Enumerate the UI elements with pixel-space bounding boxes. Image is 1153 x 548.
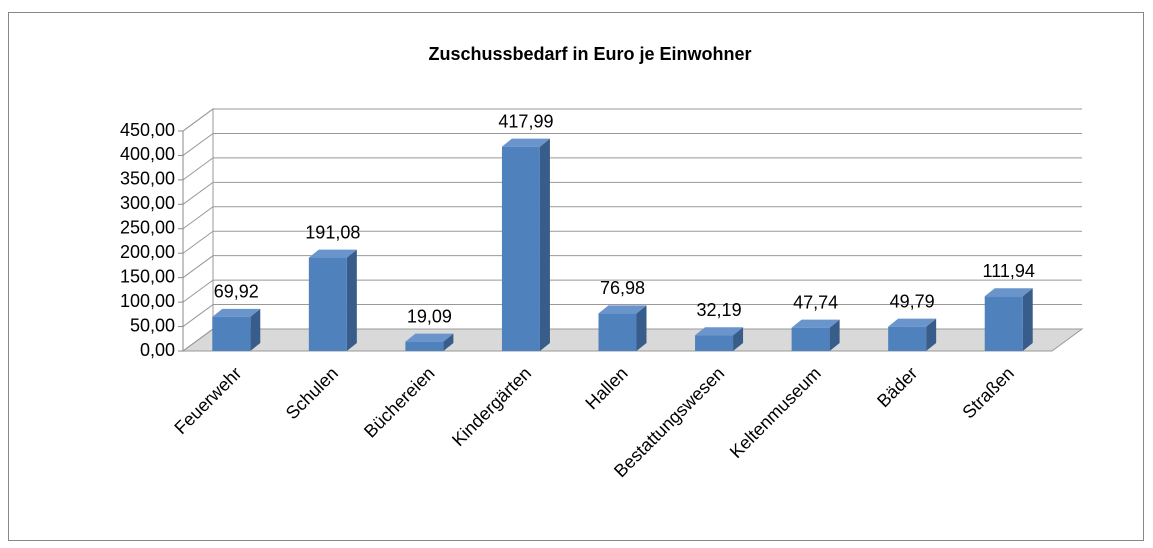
bar-group — [695, 327, 744, 351]
value-label: 417,99 — [498, 111, 553, 131]
bar — [212, 316, 251, 351]
bar-group — [212, 308, 261, 351]
bar-top — [308, 249, 357, 258]
bar-group — [888, 318, 937, 351]
y-tick-label: 350,00 — [120, 169, 175, 189]
chart-title: Zuschussbedarf in Euro je Einwohner — [428, 44, 751, 64]
bar-side — [346, 249, 357, 351]
y-tick-label: 150,00 — [120, 266, 175, 286]
bar-group — [501, 138, 550, 351]
grid-line — [182, 230, 1082, 254]
grid-line — [182, 181, 1082, 205]
y-tick-label: 200,00 — [120, 242, 175, 262]
y-tick-label: 0,00 — [140, 340, 175, 360]
bar-top — [888, 318, 937, 327]
bar-top — [984, 288, 1033, 297]
bar-side — [443, 333, 454, 351]
bar — [888, 326, 927, 351]
value-label: 49,79 — [890, 291, 935, 311]
value-label: 69,92 — [214, 282, 259, 302]
bar — [791, 327, 830, 351]
bar — [984, 296, 1023, 351]
grid-line — [182, 255, 1082, 279]
bar-side — [829, 319, 840, 351]
grid-line — [182, 132, 1082, 156]
bar — [405, 341, 444, 351]
bar-side — [1022, 288, 1033, 351]
bar — [308, 257, 347, 351]
value-label: 19,09 — [407, 306, 452, 326]
y-tick-label: 100,00 — [120, 291, 175, 311]
bar-top — [791, 319, 840, 328]
bar-side — [539, 138, 550, 351]
value-label: 191,08 — [305, 222, 360, 242]
bar-top — [501, 138, 550, 147]
chart-frame — [8, 12, 1144, 541]
value-label: 47,74 — [793, 292, 838, 312]
grid-line — [182, 304, 1082, 327]
bar-side — [926, 318, 937, 351]
bar-group — [405, 333, 454, 351]
y-tick-label: 450,00 — [120, 120, 175, 140]
bar-top — [598, 305, 647, 314]
value-label: 32,19 — [697, 300, 742, 320]
bar-top — [405, 333, 454, 342]
value-label: 76,98 — [600, 278, 645, 298]
value-label: 111,94 — [983, 261, 1035, 281]
grid-line — [182, 157, 1082, 181]
grid-line — [182, 279, 1082, 303]
bar-group — [791, 319, 840, 351]
bar-side — [250, 308, 261, 351]
side-wall — [182, 108, 214, 352]
y-tick-label: 50,00 — [130, 315, 175, 335]
y-tick-label: 400,00 — [120, 144, 175, 164]
bar-group — [308, 249, 357, 351]
bar-side — [733, 327, 744, 351]
grid-line — [182, 108, 1082, 132]
bar — [695, 335, 734, 351]
bar-group — [598, 305, 647, 351]
bar-side — [636, 305, 647, 351]
y-tick-label: 300,00 — [120, 193, 175, 213]
bar — [501, 146, 540, 351]
bar-group — [984, 288, 1033, 351]
y-tick-label: 250,00 — [120, 218, 175, 238]
bar-top — [212, 308, 261, 317]
grid-line — [182, 206, 1082, 230]
bar-top — [695, 327, 744, 336]
bar — [598, 313, 637, 351]
